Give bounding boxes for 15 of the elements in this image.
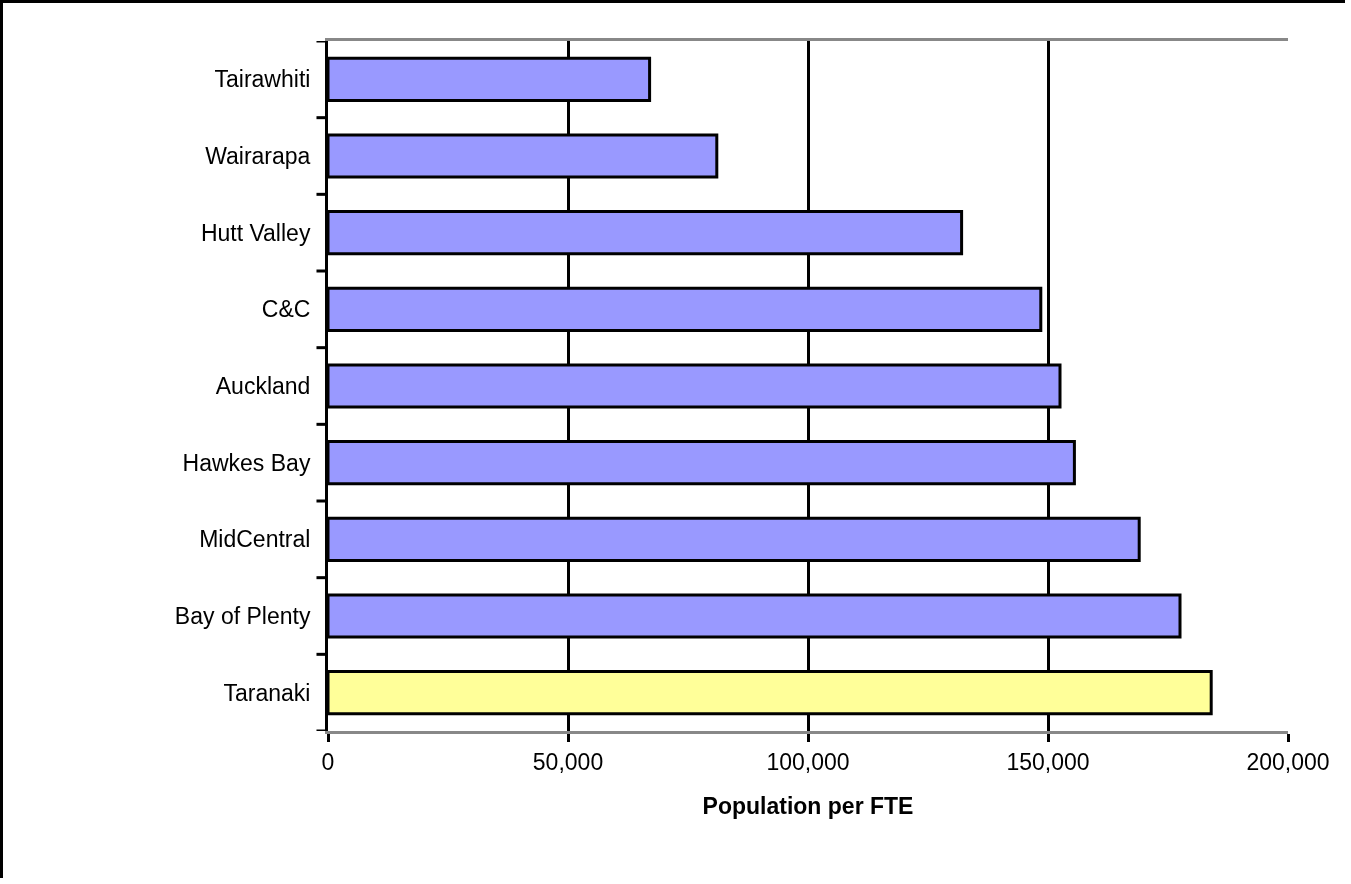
x-tick-label: 0 [321, 748, 335, 775]
y-tick-label: Hutt Valley [200, 219, 311, 246]
y-tick-label: Bay of Plenty [174, 603, 311, 630]
y-tick-label: Auckland [215, 373, 311, 400]
x-tick-label: 150,000 [1006, 748, 1090, 775]
y-tick-label: Tairawhiti [214, 66, 311, 93]
x-tick-label: 50,000 [532, 748, 604, 775]
x-tick-label: 200,000 [1246, 748, 1330, 775]
y-tick-label: Hawkes Bay [182, 449, 311, 476]
x-tick-label: 100,000 [766, 748, 850, 775]
y-tick-label: Wairarapa [205, 143, 311, 170]
y-tick-label: MidCentral [199, 526, 311, 553]
x-axis-title: Population per FTE [702, 793, 914, 820]
y-tick-label: Taranaki [223, 679, 311, 706]
y-tick-label: C&C [261, 296, 311, 323]
